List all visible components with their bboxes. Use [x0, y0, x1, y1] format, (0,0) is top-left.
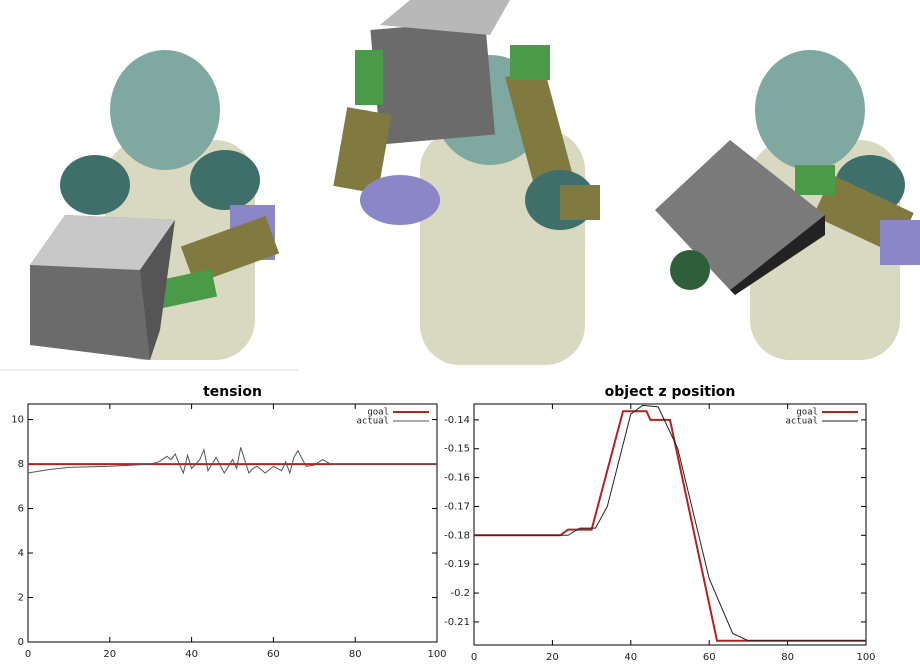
- y-tick-label: 4: [18, 548, 24, 559]
- robot-images: [0, 0, 920, 370]
- x-tick-label: 40: [185, 649, 198, 660]
- x-tick-label: 80: [781, 652, 794, 663]
- x-tick-label: 80: [349, 649, 362, 660]
- y-tick-label: -0.19: [444, 559, 470, 570]
- x-tick-label: 20: [546, 652, 559, 663]
- x-tick-label: 20: [103, 649, 116, 660]
- plot-frame: [28, 404, 437, 642]
- y-tick-label: -0.18: [444, 530, 470, 541]
- y-tick-label: 10: [11, 415, 24, 426]
- data-line: [28, 447, 437, 473]
- y-tick-label: -0.2: [450, 588, 470, 599]
- x-tick-label: 40: [624, 652, 637, 663]
- y-tick-label: -0.14: [444, 415, 470, 426]
- x-tick-label: 100: [427, 649, 446, 660]
- y-tick-label: -0.17: [444, 501, 470, 512]
- y-tick-label: 2: [18, 593, 24, 604]
- chart-title: object z position: [605, 384, 736, 400]
- chart-title: tension: [203, 384, 262, 400]
- x-tick-label: 60: [267, 649, 280, 660]
- robot-right: [655, 50, 920, 360]
- legend-label: actual: [356, 417, 389, 427]
- data-line: [474, 411, 866, 641]
- legend-label: actual: [785, 417, 818, 427]
- figure: tension0204060801000246810goalactualobje…: [0, 0, 920, 666]
- y-tick-label: 6: [18, 504, 24, 515]
- x-tick-label: 60: [703, 652, 716, 663]
- page: {"chart_data": [ {"type": "line", "title…: [0, 0, 920, 666]
- y-tick-label: 0: [18, 637, 24, 648]
- robot-left: [30, 50, 279, 360]
- y-tick-label: -0.16: [444, 473, 470, 484]
- x-tick-label: 100: [856, 652, 875, 663]
- x-tick-label: 0: [25, 649, 31, 660]
- data-line: [474, 405, 866, 640]
- plot-frame: [474, 404, 866, 645]
- y-tick-label: 8: [18, 459, 24, 470]
- x-tick-label: 0: [471, 652, 477, 663]
- y-tick-label: -0.15: [444, 444, 470, 455]
- y-tick-label: -0.21: [444, 617, 470, 628]
- robot-middle: [333, 0, 600, 365]
